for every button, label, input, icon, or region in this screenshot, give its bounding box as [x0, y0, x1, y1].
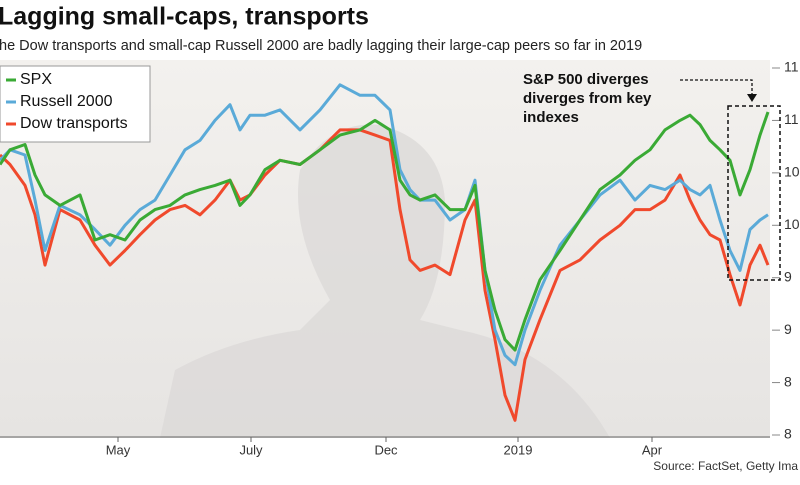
x-tick-label: Apr [642, 442, 663, 457]
annotation-text: diverges from key [523, 90, 652, 107]
y-tick-label: 10 [784, 164, 800, 180]
x-tick-label: May [106, 442, 131, 457]
legend-box [0, 65, 151, 143]
y-tick-label: 8 [784, 426, 792, 442]
legend-label: Dow transports [20, 115, 128, 132]
annotation-box [727, 105, 781, 281]
source: Source: FactSet, Getty Ima [653, 459, 798, 473]
legend-label: SPX [20, 71, 52, 88]
y-tick-label: 8 [784, 373, 792, 389]
x-tick-label: Dec [374, 442, 398, 457]
x-tick-label: 2019 [504, 442, 533, 457]
annotation-arrowhead [747, 94, 757, 102]
annotation-text: indexes [523, 109, 579, 126]
y-tick-label: 11 [784, 59, 799, 75]
y-tick-label: 10 [784, 216, 800, 232]
legend-label: Russell 2000 [20, 93, 113, 110]
y-tick-label: 11 [784, 111, 799, 127]
y-tick-label: 9 [784, 268, 792, 284]
y-tick-label: 9 [784, 321, 792, 337]
x-tick-label: July [239, 442, 263, 457]
series-line [0, 111, 770, 352]
series-line [0, 83, 769, 367]
annotation-text: S&P 500 diverges [523, 71, 649, 88]
annotation-arrow [680, 79, 753, 96]
chart-title: Lagging small-caps, transports [0, 3, 369, 31]
chart-subtitle: he Dow transports and small-cap Russell … [0, 38, 642, 54]
